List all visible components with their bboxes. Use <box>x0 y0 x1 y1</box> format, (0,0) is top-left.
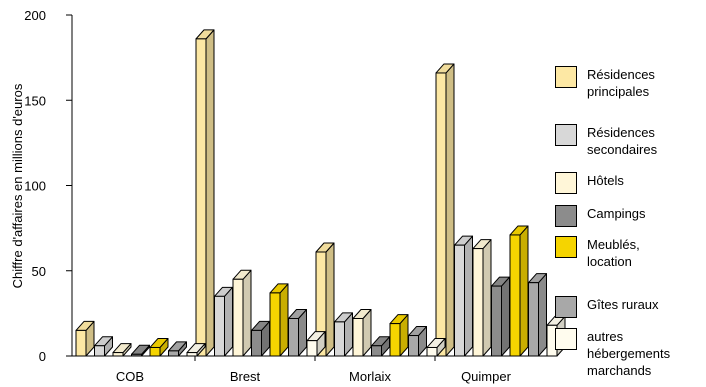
bar-Brest-4 <box>269 283 289 357</box>
bar-Brest-1 <box>214 286 233 357</box>
x-category-label: Morlaix <box>349 369 391 384</box>
y-tick-label: 100 <box>24 179 46 194</box>
x-category-label: COB <box>116 369 144 384</box>
legend-label: Gîtes ruraux <box>587 297 659 312</box>
bar-Quimper-0 <box>435 63 455 357</box>
legend-label: Résidences secondaires <box>587 125 658 157</box>
y-tick-label: 150 <box>24 93 46 108</box>
legend-swatch <box>555 205 577 227</box>
legend-label: autres hébergements marchands <box>587 329 671 378</box>
legend-swatch <box>555 66 577 88</box>
bar-Brest-2 <box>232 269 252 357</box>
bar-COB-1 <box>94 336 113 357</box>
bar-Brest-6 <box>306 331 326 357</box>
legend-item: Résidences principales <box>555 66 655 100</box>
legend-swatch <box>555 124 577 146</box>
bar-Morlaix-3 <box>371 336 390 357</box>
bar-Quimper-4 <box>509 225 529 357</box>
y-axis-label: Chiffre d'affaires en millions d'euros <box>10 83 25 288</box>
bar-COB-0 <box>75 320 95 357</box>
bar-Quimper-2 <box>472 239 492 357</box>
bar-Brest-0 <box>195 29 215 357</box>
y-tick-label: 0 <box>39 349 46 364</box>
bar-COB-5 <box>168 341 187 357</box>
bar-Morlaix-2 <box>352 308 372 357</box>
y-tick-label: 200 <box>24 8 46 23</box>
x-category-label: Brest <box>230 369 261 384</box>
legend-item: Gîtes ruraux <box>555 296 659 318</box>
bar-Quimper-1 <box>454 235 473 357</box>
bar-Morlaix-4 <box>389 314 409 357</box>
legend-swatch <box>555 172 577 194</box>
chart-bars <box>75 29 566 357</box>
bar-COB-4 <box>149 337 169 357</box>
bar-COB-3 <box>131 344 150 357</box>
legend-label: Meublés, location <box>587 237 640 269</box>
bar-Brest-3 <box>251 320 270 357</box>
bar-Morlaix-1 <box>334 312 353 357</box>
legend-swatch <box>555 236 577 258</box>
bar-Morlaix-5 <box>408 326 427 357</box>
x-category-label: Quimper <box>461 369 512 384</box>
legend-swatch <box>555 296 577 318</box>
chart-legend: Résidences principales Résidences seconda… <box>555 0 706 387</box>
bar-Brest-5 <box>288 308 307 357</box>
y-tick-label: 50 <box>32 264 46 279</box>
bar-Morlaix-6 <box>426 337 446 357</box>
bar-COB-6 <box>186 343 206 357</box>
chart-labels: 0 50 100 150 200 Chiffre d'affaires en millio… <box>10 8 512 384</box>
legend-swatch <box>555 328 577 350</box>
bar-Quimper-3 <box>491 276 510 357</box>
legend-item: Campings <box>555 205 646 227</box>
bar-COB-2 <box>112 343 132 357</box>
legend-label: Hôtels <box>587 173 624 188</box>
bar-Morlaix-0 <box>315 242 335 357</box>
legend-label: Campings <box>587 206 646 221</box>
bar-Quimper-5 <box>528 273 547 357</box>
legend-item: Meublés, location <box>555 236 640 270</box>
legend-item: Hôtels <box>555 172 624 194</box>
legend-item: autres hébergements marchands <box>555 328 670 379</box>
legend-item: Résidences secondaires <box>555 124 657 158</box>
legend-label: Résidences principales <box>587 67 655 99</box>
